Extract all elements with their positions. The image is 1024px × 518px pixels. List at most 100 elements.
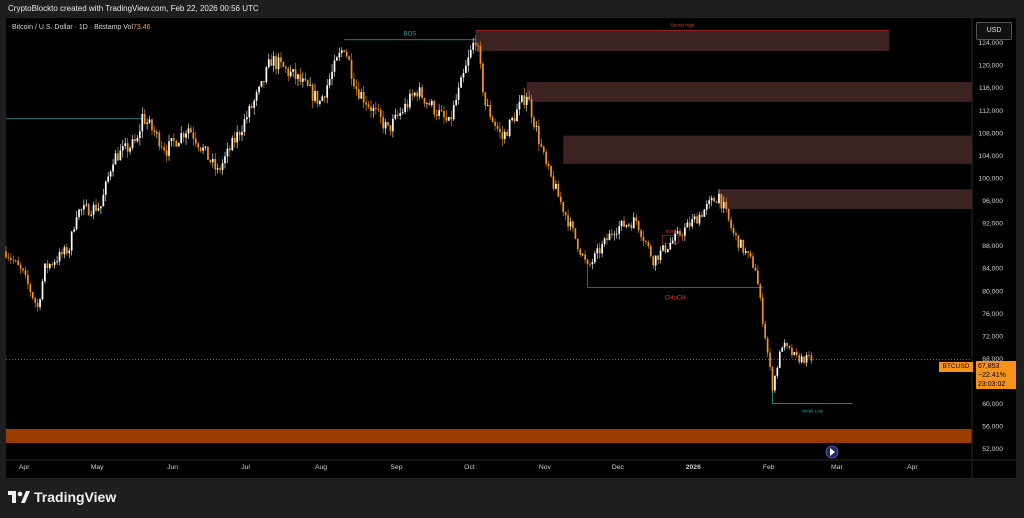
candle-body	[440, 110, 443, 112]
candle-body	[715, 201, 718, 203]
x-tick-label: Jul	[241, 464, 250, 471]
x-tick-label: Feb	[763, 464, 775, 471]
candle-body	[418, 87, 421, 97]
candle-body	[36, 302, 39, 308]
candle-body	[255, 92, 258, 101]
candle-body	[574, 228, 577, 239]
candle-body	[805, 355, 808, 363]
candle-body	[718, 193, 720, 203]
candle-body	[649, 246, 652, 257]
candle-body	[608, 233, 611, 241]
candle-body	[265, 67, 268, 83]
candle-body	[589, 264, 591, 265]
candle-body	[48, 264, 51, 269]
bos-label: BOS	[404, 32, 417, 38]
y-tick-label: 52,000	[982, 446, 1003, 453]
candle-body	[238, 132, 241, 136]
candle-body	[630, 224, 633, 229]
candle-body	[216, 168, 219, 170]
candle-body	[732, 228, 735, 234]
candle-body	[207, 146, 209, 160]
candle-body	[31, 292, 34, 299]
price-change: −22.41%	[978, 372, 1006, 379]
symbol-legend[interactable]: Bitcoin / U.S. Dollar · 1D · Bitstamp Vo…	[12, 24, 151, 31]
candle-body	[304, 78, 307, 81]
candle-body	[287, 68, 290, 77]
candle-body	[360, 91, 363, 99]
candle-body	[211, 158, 214, 163]
candle-body	[486, 105, 489, 106]
candle-body	[754, 267, 757, 271]
candle-body	[518, 101, 521, 110]
candle-body	[204, 146, 207, 148]
candle-body	[112, 164, 114, 172]
candle-body	[520, 95, 523, 102]
candle-body	[160, 146, 163, 148]
candle-body	[786, 342, 788, 346]
candle-body	[109, 171, 112, 177]
candle-body	[428, 102, 431, 106]
candle-body	[538, 126, 540, 145]
candle-body	[19, 265, 22, 269]
candle-body	[523, 95, 526, 105]
candle-body	[394, 114, 397, 119]
candle-body	[73, 229, 75, 232]
candle-body	[593, 253, 596, 263]
candle-body	[56, 261, 58, 263]
strong-high-label: Strong High	[671, 23, 695, 28]
candle-body	[637, 220, 640, 231]
candle-body	[236, 132, 239, 143]
candle-body	[664, 245, 667, 252]
y-tick-label: 84,000	[982, 266, 1003, 273]
candle-body	[808, 355, 810, 356]
candle-body	[233, 137, 236, 143]
candle-body	[472, 42, 475, 50]
y-tick-label: 76,000	[982, 311, 1003, 318]
candle-body	[749, 252, 752, 257]
candle-body	[143, 113, 146, 124]
candle-body	[375, 107, 377, 109]
candle-body	[447, 117, 450, 121]
candle-body	[620, 220, 623, 227]
candle-body	[450, 117, 453, 120]
candle-body	[759, 284, 762, 298]
x-tick-label: Dec	[612, 464, 625, 471]
candle-body	[326, 85, 329, 98]
y-tick-label: 124,000	[978, 40, 1003, 47]
candle-body	[121, 146, 124, 151]
candle-body	[467, 57, 470, 66]
candle-body	[516, 109, 518, 122]
candle-body	[701, 214, 703, 217]
candle-body	[710, 198, 713, 201]
candle-body	[63, 247, 66, 255]
candle-body	[764, 323, 767, 339]
candle-body	[433, 100, 436, 115]
y-tick-label: 68,000	[982, 356, 1003, 363]
candle-body	[270, 59, 273, 66]
candle-body	[243, 119, 246, 132]
candle-body	[669, 243, 672, 250]
candle-body	[65, 247, 68, 254]
candle-body	[776, 367, 779, 376]
candle-body	[443, 111, 445, 118]
candle-body	[151, 119, 153, 131]
candle-body	[340, 50, 343, 53]
candle-body	[355, 86, 358, 90]
candle-body	[229, 148, 231, 151]
candle-body	[404, 103, 406, 113]
candle-body	[640, 230, 642, 238]
candle-body	[757, 270, 759, 285]
candle-body	[379, 109, 382, 118]
candle-body	[530, 99, 533, 118]
candle-body	[311, 84, 314, 101]
candle-body	[272, 56, 275, 66]
top-bar: CryptoBlockto created with TradingView.c…	[0, 0, 1024, 18]
y-tick-label: 108,000	[978, 130, 1003, 137]
candle-body	[654, 255, 657, 266]
currency-button[interactable]: USD	[976, 22, 1012, 40]
candle-body	[671, 240, 674, 244]
candle-body	[280, 57, 282, 63]
chart-svg[interactable]: BOS CHoCH Strong High Weak Low FDH 52,000 56,0…	[0, 0, 1024, 478]
candle-body	[187, 128, 190, 134]
candle-body	[61, 252, 63, 255]
